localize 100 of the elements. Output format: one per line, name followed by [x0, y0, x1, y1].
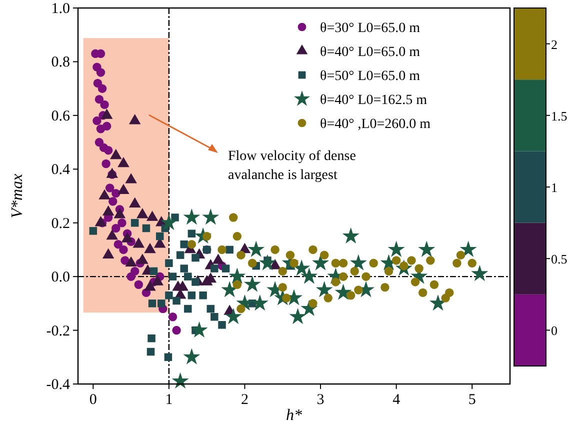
point	[150, 267, 158, 276]
x-tick-label: 0	[89, 392, 97, 408]
point	[187, 240, 196, 249]
point	[192, 278, 200, 286]
x-tick-label: 2	[240, 392, 248, 408]
point	[221, 281, 238, 298]
point	[118, 156, 130, 168]
point	[165, 259, 173, 268]
point	[392, 256, 401, 265]
point	[120, 256, 130, 265]
point	[251, 294, 268, 311]
point	[142, 224, 150, 232]
point	[456, 250, 466, 260]
y-tick-label: -0.4	[46, 377, 70, 393]
y-axis-title: V*max	[9, 174, 26, 218]
point	[316, 281, 333, 298]
point	[184, 304, 192, 313]
point	[384, 266, 394, 276]
point	[218, 321, 226, 329]
point	[121, 232, 134, 242]
point	[471, 264, 488, 282]
point	[102, 122, 112, 131]
point	[89, 227, 98, 235]
point	[156, 232, 164, 240]
point	[190, 321, 208, 338]
point	[236, 250, 246, 260]
point	[414, 264, 424, 273]
point	[418, 240, 436, 257]
point	[92, 116, 102, 126]
point	[180, 240, 188, 248]
point	[210, 312, 218, 321]
point	[188, 292, 196, 300]
y-tick-label: 0.6	[51, 108, 70, 124]
point	[125, 256, 137, 267]
point	[380, 282, 390, 292]
point	[176, 280, 188, 291]
x-tick-label: 4	[392, 392, 401, 408]
point	[244, 276, 261, 292]
point	[164, 353, 172, 362]
point	[388, 240, 405, 257]
point	[96, 68, 106, 77]
point	[146, 210, 158, 221]
point	[331, 258, 340, 268]
point	[460, 240, 477, 257]
x-tick-label: 1	[165, 392, 173, 408]
point	[93, 78, 102, 88]
point	[168, 312, 178, 322]
point	[407, 256, 416, 265]
point	[106, 229, 118, 240]
point	[232, 280, 242, 289]
point	[105, 184, 114, 192]
y-tick-label: 1.0	[51, 1, 70, 17]
legend-label: θ=40° ,L0=260.0 m	[320, 117, 431, 132]
point	[112, 224, 120, 233]
point	[172, 296, 180, 305]
point	[289, 308, 306, 324]
point	[94, 216, 107, 226]
point	[160, 214, 178, 230]
point	[278, 266, 287, 276]
point	[108, 197, 118, 206]
point	[331, 278, 340, 286]
point	[172, 326, 181, 335]
y-tick-label: 0.8	[51, 54, 70, 71]
color-bar-label: 0.5	[551, 252, 568, 267]
point	[102, 205, 114, 216]
point	[426, 256, 435, 265]
point	[248, 258, 257, 268]
annotation: Flow velocity of dense avalanche is largest	[228, 149, 356, 183]
point	[293, 260, 310, 276]
point	[338, 272, 348, 281]
point	[128, 114, 141, 124]
point	[308, 245, 318, 254]
point	[278, 282, 287, 292]
point	[148, 300, 156, 308]
point	[229, 213, 238, 222]
point	[222, 264, 230, 272]
point	[112, 188, 120, 198]
point	[270, 245, 280, 254]
point	[119, 245, 128, 254]
point	[118, 218, 126, 228]
x-tick-label: 5	[468, 392, 476, 408]
point	[350, 254, 367, 270]
point	[110, 148, 122, 160]
point	[125, 173, 137, 184]
point	[206, 304, 215, 313]
x-axis-title: h*	[286, 407, 302, 424]
point	[146, 348, 155, 356]
point	[152, 275, 164, 286]
legend-label: θ=50° L0=65.0 m	[320, 69, 420, 84]
point	[183, 208, 200, 225]
point	[94, 138, 104, 147]
point	[130, 218, 139, 227]
point	[148, 334, 156, 342]
point	[168, 272, 177, 280]
point	[212, 254, 224, 264]
point	[184, 272, 192, 280]
point	[226, 246, 234, 254]
point	[136, 254, 148, 264]
point	[210, 264, 218, 272]
point	[98, 189, 110, 200]
